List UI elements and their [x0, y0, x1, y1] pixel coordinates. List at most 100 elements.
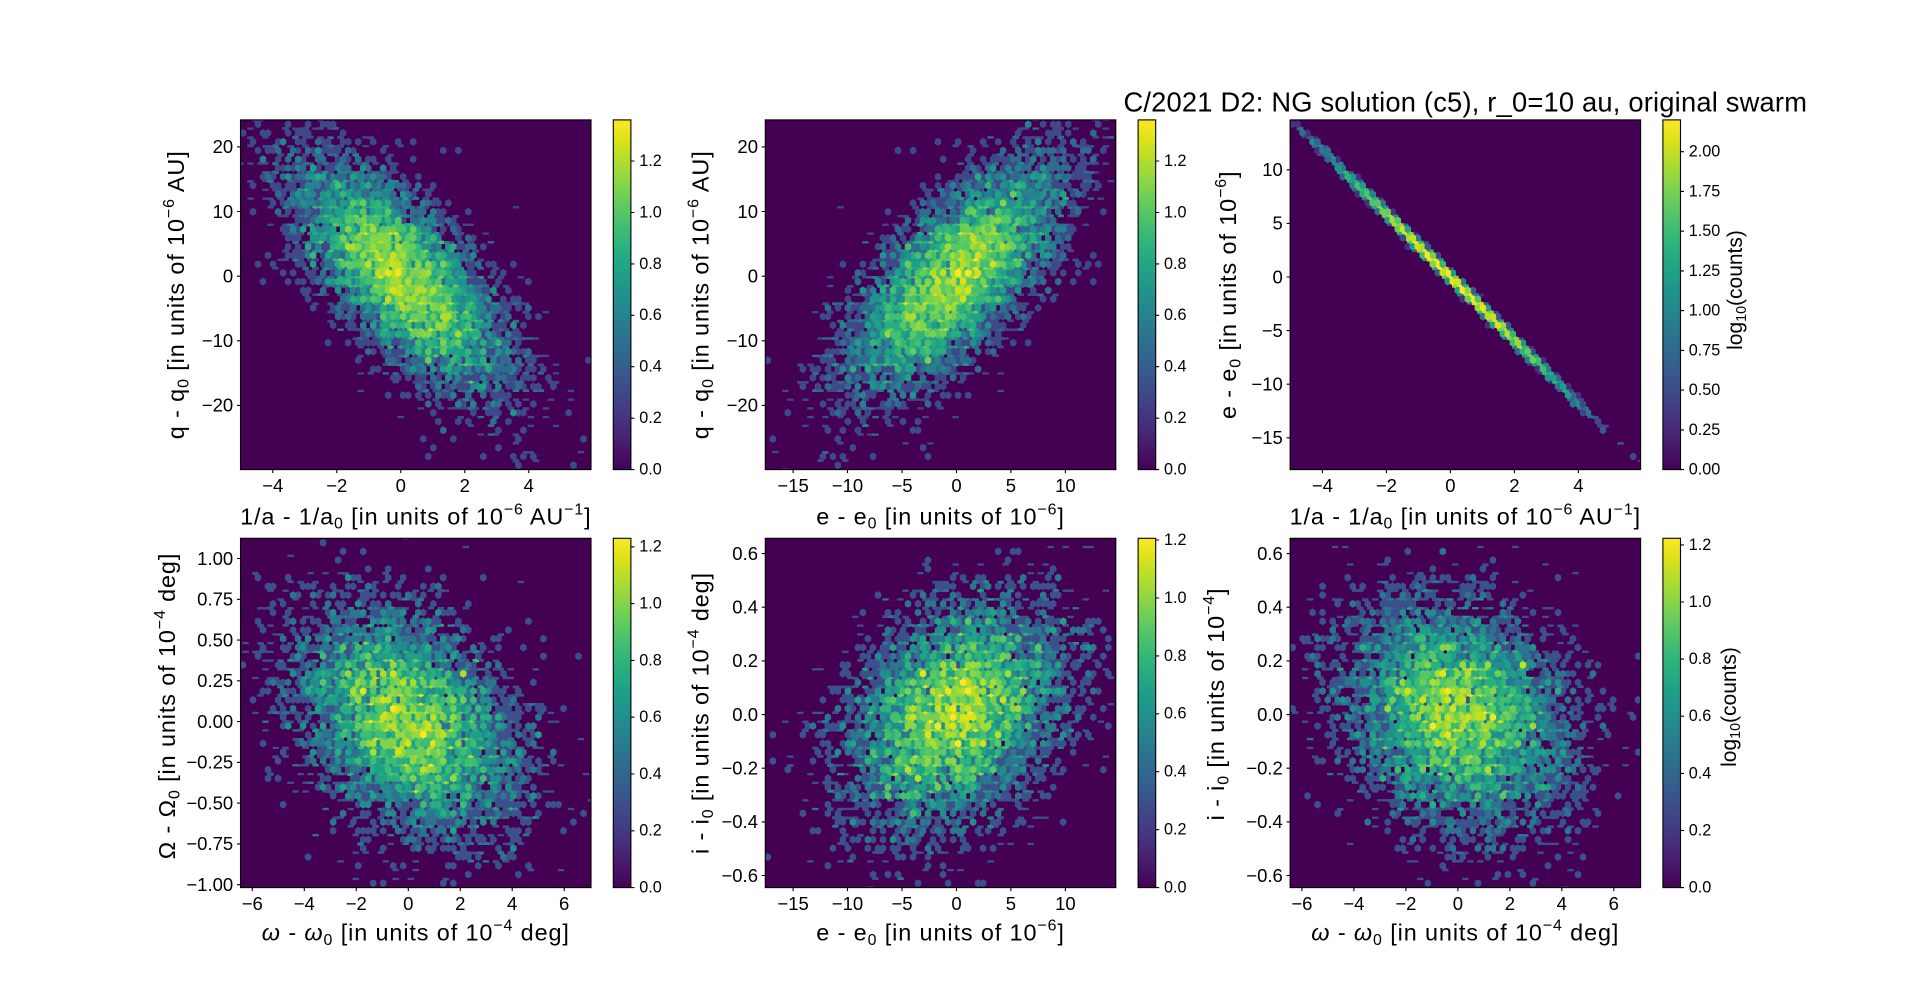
svg-text:0.0: 0.0	[639, 879, 662, 897]
svg-text:−10: −10	[727, 330, 758, 351]
svg-text:1.00: 1.00	[197, 548, 233, 569]
svg-text:q - q0 [in units of 10−6 AU]: q - q0 [in units of 10−6 AU]	[686, 150, 717, 439]
svg-text:−0.4: −0.4	[721, 811, 758, 832]
svg-text:1.00: 1.00	[1689, 302, 1721, 320]
svg-text:0.0: 0.0	[1257, 704, 1283, 725]
svg-text:0: 0	[1445, 475, 1455, 496]
svg-text:0: 0	[951, 893, 961, 914]
svg-text:0.4: 0.4	[732, 597, 758, 618]
svg-text:10: 10	[1055, 893, 1076, 914]
svg-text:0.4: 0.4	[639, 765, 662, 783]
svg-text:5: 5	[1006, 893, 1016, 914]
svg-text:−2: −2	[346, 893, 367, 914]
svg-text:2: 2	[1509, 475, 1519, 496]
svg-text:0.2: 0.2	[639, 409, 662, 427]
svg-text:0.0: 0.0	[1689, 879, 1712, 897]
svg-text:e - e0 [in units of 10−6]: e - e0 [in units of 10−6]	[1213, 171, 1244, 419]
svg-text:0.4: 0.4	[1689, 764, 1712, 782]
svg-text:i - i0 [in units of 10−4]: i - i0 [in units of 10−4]	[1201, 588, 1232, 821]
svg-text:ω - ω0 [in units of 10−4 deg]: ω - ω0 [in units of 10−4 deg]	[1311, 918, 1619, 949]
svg-text:−4: −4	[1312, 475, 1333, 496]
svg-text:0.2: 0.2	[1164, 821, 1187, 839]
svg-text:0.2: 0.2	[1257, 650, 1283, 671]
svg-text:−0.2: −0.2	[1246, 758, 1283, 779]
svg-text:1.0: 1.0	[1164, 589, 1187, 607]
svg-text:0.0: 0.0	[732, 704, 758, 725]
svg-text:20: 20	[737, 136, 758, 157]
svg-text:0: 0	[223, 266, 233, 287]
svg-text:10: 10	[1262, 159, 1283, 180]
svg-text:−5: −5	[891, 475, 912, 496]
svg-text:0: 0	[1453, 893, 1463, 914]
svg-text:4: 4	[1557, 893, 1567, 914]
svg-text:0.2: 0.2	[732, 650, 758, 671]
svg-text:6: 6	[1609, 893, 1619, 914]
svg-text:−10: −10	[832, 893, 863, 914]
svg-text:4: 4	[524, 475, 534, 496]
svg-text:−2: −2	[1376, 475, 1397, 496]
svg-text:0: 0	[396, 475, 406, 496]
svg-text:−4: −4	[262, 475, 283, 496]
svg-text:1.0: 1.0	[639, 203, 662, 221]
svg-text:1.50: 1.50	[1689, 222, 1721, 240]
svg-text:1.0: 1.0	[639, 595, 662, 613]
svg-text:−5: −5	[1262, 320, 1283, 341]
svg-text:−0.6: −0.6	[1246, 865, 1283, 886]
svg-text:−0.75: −0.75	[186, 833, 233, 854]
svg-text:2: 2	[460, 475, 470, 496]
svg-text:−6: −6	[242, 893, 263, 914]
svg-text:0: 0	[951, 475, 961, 496]
svg-text:0.8: 0.8	[639, 651, 662, 669]
svg-text:Ω - Ω0 [in units of 10−4 deg]: Ω - Ω0 [in units of 10−4 deg]	[152, 553, 183, 860]
svg-text:1/a - 1/a0 [in units of 10−6 A: 1/a - 1/a0 [in units of 10−6 AU−1]	[240, 502, 591, 533]
svg-text:1.2: 1.2	[639, 152, 662, 170]
svg-text:q - q0 [in units of 10−6 AU]: q - q0 [in units of 10−6 AU]	[161, 150, 192, 439]
svg-text:0.8: 0.8	[1164, 255, 1187, 273]
svg-text:0.6: 0.6	[1164, 705, 1187, 723]
svg-text:−0.6: −0.6	[721, 865, 758, 886]
svg-text:0.00: 0.00	[1689, 461, 1721, 479]
svg-text:0.50: 0.50	[1689, 381, 1721, 399]
svg-text:0.0: 0.0	[1164, 879, 1187, 897]
svg-text:1.0: 1.0	[1689, 593, 1712, 611]
svg-text:−15: −15	[1251, 427, 1282, 448]
svg-text:−2: −2	[1395, 893, 1416, 914]
svg-text:0.2: 0.2	[1164, 409, 1187, 427]
svg-text:−10: −10	[1251, 374, 1282, 395]
svg-text:0: 0	[403, 893, 413, 914]
svg-text:e - e0 [in units of 10−6]: e - e0 [in units of 10−6]	[816, 918, 1064, 949]
svg-text:0.4: 0.4	[1164, 763, 1187, 781]
svg-text:4: 4	[507, 893, 517, 914]
svg-text:0.6: 0.6	[732, 543, 758, 564]
svg-text:0.2: 0.2	[1689, 821, 1712, 839]
svg-text:0.50: 0.50	[197, 629, 233, 650]
svg-text:1.2: 1.2	[639, 538, 662, 556]
svg-text:0.6: 0.6	[1164, 306, 1187, 324]
svg-text:−15: −15	[777, 475, 808, 496]
svg-text:0.4: 0.4	[639, 358, 662, 376]
svg-text:−5: −5	[891, 893, 912, 914]
svg-text:0: 0	[1273, 266, 1283, 287]
svg-text:0.4: 0.4	[1164, 358, 1187, 376]
svg-text:10: 10	[213, 201, 234, 222]
svg-text:0.00: 0.00	[197, 711, 233, 732]
svg-text:−2: −2	[326, 475, 347, 496]
svg-text:0.6: 0.6	[1689, 707, 1712, 725]
svg-text:2: 2	[455, 893, 465, 914]
svg-text:5: 5	[1273, 213, 1283, 234]
svg-text:0.25: 0.25	[1689, 421, 1721, 439]
svg-text:0.8: 0.8	[1689, 650, 1712, 668]
svg-text:1.2: 1.2	[1689, 536, 1712, 554]
svg-text:ω - ω0 [in units of 10−4 deg]: ω - ω0 [in units of 10−4 deg]	[262, 918, 570, 949]
svg-text:−0.4: −0.4	[1246, 811, 1283, 832]
svg-text:log10(counts): log10(counts)	[1718, 647, 1744, 767]
svg-text:1.75: 1.75	[1689, 182, 1721, 200]
svg-text:0.8: 0.8	[639, 255, 662, 273]
svg-text:−0.25: −0.25	[186, 752, 233, 773]
svg-text:0.75: 0.75	[197, 589, 233, 610]
svg-text:−0.2: −0.2	[721, 758, 758, 779]
svg-text:1.2: 1.2	[1164, 152, 1187, 170]
svg-text:−0.50: −0.50	[186, 792, 233, 813]
svg-text:C/2021 D2: NG solution (c5), r: C/2021 D2: NG solution (c5), r_0=10 au, …	[1123, 87, 1807, 118]
svg-text:−4: −4	[1343, 893, 1364, 914]
